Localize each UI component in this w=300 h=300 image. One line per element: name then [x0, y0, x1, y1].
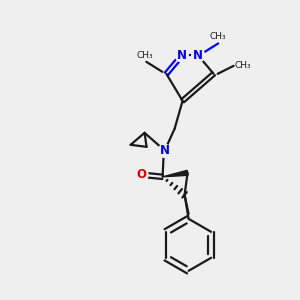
Text: N: N: [177, 49, 187, 62]
Text: O: O: [136, 168, 147, 181]
Circle shape: [158, 144, 171, 157]
Circle shape: [175, 49, 188, 62]
Polygon shape: [163, 170, 188, 177]
Text: CH₃: CH₃: [235, 61, 251, 70]
Text: N: N: [160, 144, 170, 157]
Text: CH₃: CH₃: [210, 32, 226, 41]
Text: CH₃: CH₃: [136, 51, 153, 60]
Circle shape: [135, 168, 148, 181]
Circle shape: [192, 49, 205, 62]
Text: N: N: [193, 49, 203, 62]
